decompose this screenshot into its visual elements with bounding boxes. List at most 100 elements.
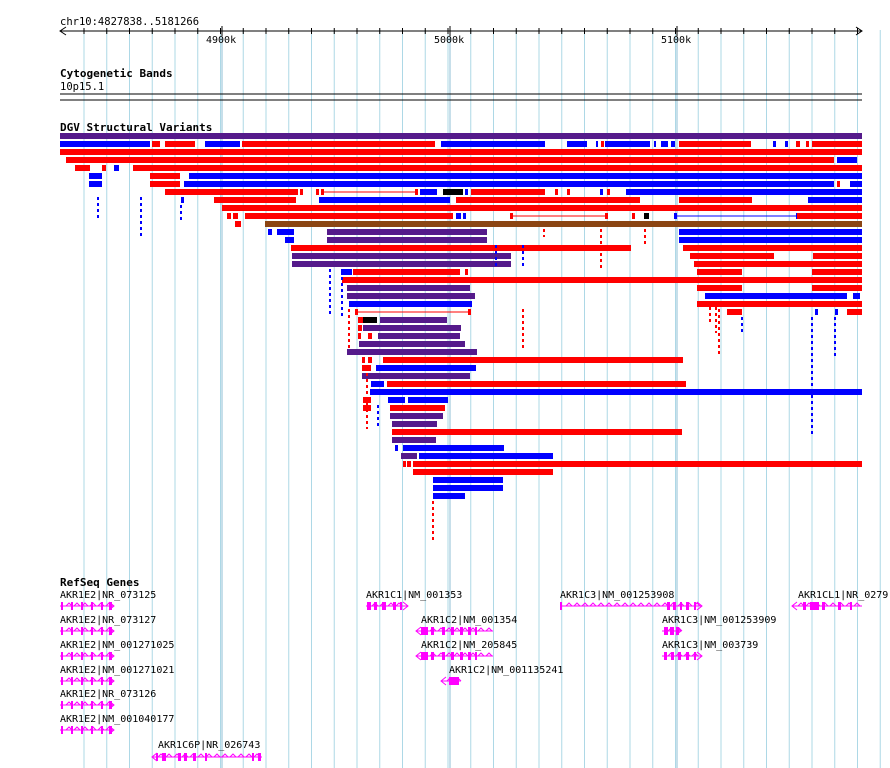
sv-feature[interactable] [242, 141, 435, 147]
sv-feature[interactable] [362, 365, 371, 371]
sv-feature[interactable] [347, 293, 475, 299]
sv-feature[interactable] [419, 453, 553, 459]
sv-feature[interactable] [60, 149, 862, 155]
sv-feature[interactable] [349, 301, 472, 307]
sv-feature[interactable] [806, 141, 809, 147]
sv-feature[interactable] [815, 309, 818, 315]
sv-feature[interactable] [705, 293, 847, 299]
sv-feature[interactable] [371, 381, 384, 387]
sv-feature[interactable] [316, 189, 319, 195]
sv-feature[interactable] [679, 141, 751, 147]
sv-feature[interactable] [853, 293, 860, 299]
sv-feature[interactable] [632, 213, 635, 219]
sv-feature[interactable] [75, 165, 90, 171]
gene-exon[interactable] [252, 753, 254, 761]
sv-feature[interactable] [471, 189, 545, 195]
sv-feature-end[interactable] [674, 213, 677, 219]
sv-feature[interactable] [277, 229, 294, 235]
sv-feature[interactable] [697, 285, 742, 291]
sv-feature[interactable] [727, 309, 742, 315]
gene-exon[interactable] [673, 602, 676, 610]
gene-exon[interactable] [850, 602, 852, 610]
sv-feature[interactable] [292, 253, 511, 259]
sv-feature[interactable] [456, 213, 461, 219]
sv-feature[interactable] [363, 317, 377, 323]
gene-exon[interactable] [61, 652, 63, 660]
sv-feature[interactable] [465, 269, 468, 275]
sv-feature[interactable] [363, 405, 371, 411]
gene-exon[interactable] [694, 602, 696, 610]
sv-feature[interactable] [184, 181, 834, 187]
sv-feature[interactable] [392, 437, 436, 443]
gene-exon[interactable] [451, 627, 454, 635]
gene-exon[interactable] [838, 602, 841, 610]
sv-feature[interactable] [413, 469, 553, 475]
sv-feature[interactable] [596, 141, 598, 147]
sv-feature[interactable] [785, 141, 788, 147]
gene-exon[interactable] [61, 677, 63, 685]
sv-feature[interactable] [60, 141, 150, 147]
sv-feature[interactable] [387, 381, 686, 387]
sv-feature[interactable] [165, 189, 298, 195]
sv-feature[interactable] [353, 269, 460, 275]
sv-feature[interactable] [808, 197, 862, 203]
sv-feature[interactable] [359, 341, 465, 347]
sv-feature[interactable] [189, 173, 862, 179]
gene-exon[interactable] [431, 627, 434, 635]
gene-exon[interactable] [109, 652, 112, 660]
gene-exon[interactable] [109, 627, 112, 635]
sv-feature[interactable] [222, 205, 862, 211]
gene-exon[interactable] [91, 627, 93, 635]
sv-feature[interactable] [390, 405, 445, 411]
sv-feature[interactable] [347, 285, 470, 291]
sv-feature[interactable] [265, 221, 862, 227]
gene-label[interactable]: AKR1C2|NM_001135241 [449, 665, 564, 676]
gene-label[interactable]: AKR1C6P|NR_026743 [158, 740, 261, 751]
gene-exon[interactable] [400, 602, 402, 610]
gene-exon[interactable] [468, 627, 471, 635]
gene-exon[interactable] [694, 652, 696, 660]
sv-feature[interactable] [268, 229, 272, 235]
sv-feature[interactable] [245, 213, 453, 219]
sv-feature[interactable] [114, 165, 119, 171]
sv-feature[interactable] [626, 189, 862, 195]
gene-exon[interactable] [184, 753, 187, 761]
gene-exon[interactable] [680, 602, 682, 610]
sv-feature[interactable] [285, 237, 294, 243]
gene-exon[interactable] [664, 627, 668, 635]
gene-label[interactable]: AKR1E2|NR_073126 [60, 689, 157, 700]
gene-exon[interactable] [61, 701, 63, 709]
sv-feature[interactable] [671, 141, 675, 147]
sv-feature[interactable] [644, 213, 649, 219]
gene-exon[interactable] [421, 627, 428, 635]
gene-exon[interactable] [156, 753, 158, 761]
gene-label[interactable]: AKR1C3|NM_001253908 [560, 590, 675, 601]
sv-feature[interactable] [607, 189, 610, 195]
sv-feature[interactable] [697, 269, 742, 275]
sv-feature[interactable] [812, 141, 862, 147]
sv-feature[interactable] [837, 181, 840, 187]
sv-feature[interactable] [368, 357, 372, 363]
sv-feature[interactable] [837, 157, 857, 163]
gene-exon[interactable] [686, 652, 689, 660]
gene-exon[interactable] [671, 652, 674, 660]
sv-feature[interactable] [388, 397, 405, 403]
sv-feature[interactable] [133, 165, 862, 171]
sv-feature-end[interactable] [321, 189, 324, 195]
sv-feature[interactable] [392, 429, 682, 435]
sv-feature[interactable] [150, 173, 180, 179]
gene-exon[interactable] [667, 602, 670, 610]
gene-exon[interactable] [686, 602, 689, 610]
sv-feature[interactable] [376, 365, 476, 371]
sv-feature[interactable] [441, 141, 545, 147]
gene-label[interactable]: AKR1C1|NM_001353 [366, 590, 463, 601]
gene-exon[interactable] [101, 602, 103, 610]
sv-feature[interactable] [152, 141, 160, 147]
sv-feature[interactable] [812, 269, 862, 275]
sv-feature[interactable] [697, 301, 862, 307]
gene-label[interactable]: AKR1E2|NR_073125 [60, 590, 157, 601]
sv-feature[interactable] [683, 245, 862, 251]
sv-feature[interactable] [227, 213, 231, 219]
sv-feature[interactable] [601, 141, 604, 147]
sv-feature[interactable] [341, 269, 352, 275]
